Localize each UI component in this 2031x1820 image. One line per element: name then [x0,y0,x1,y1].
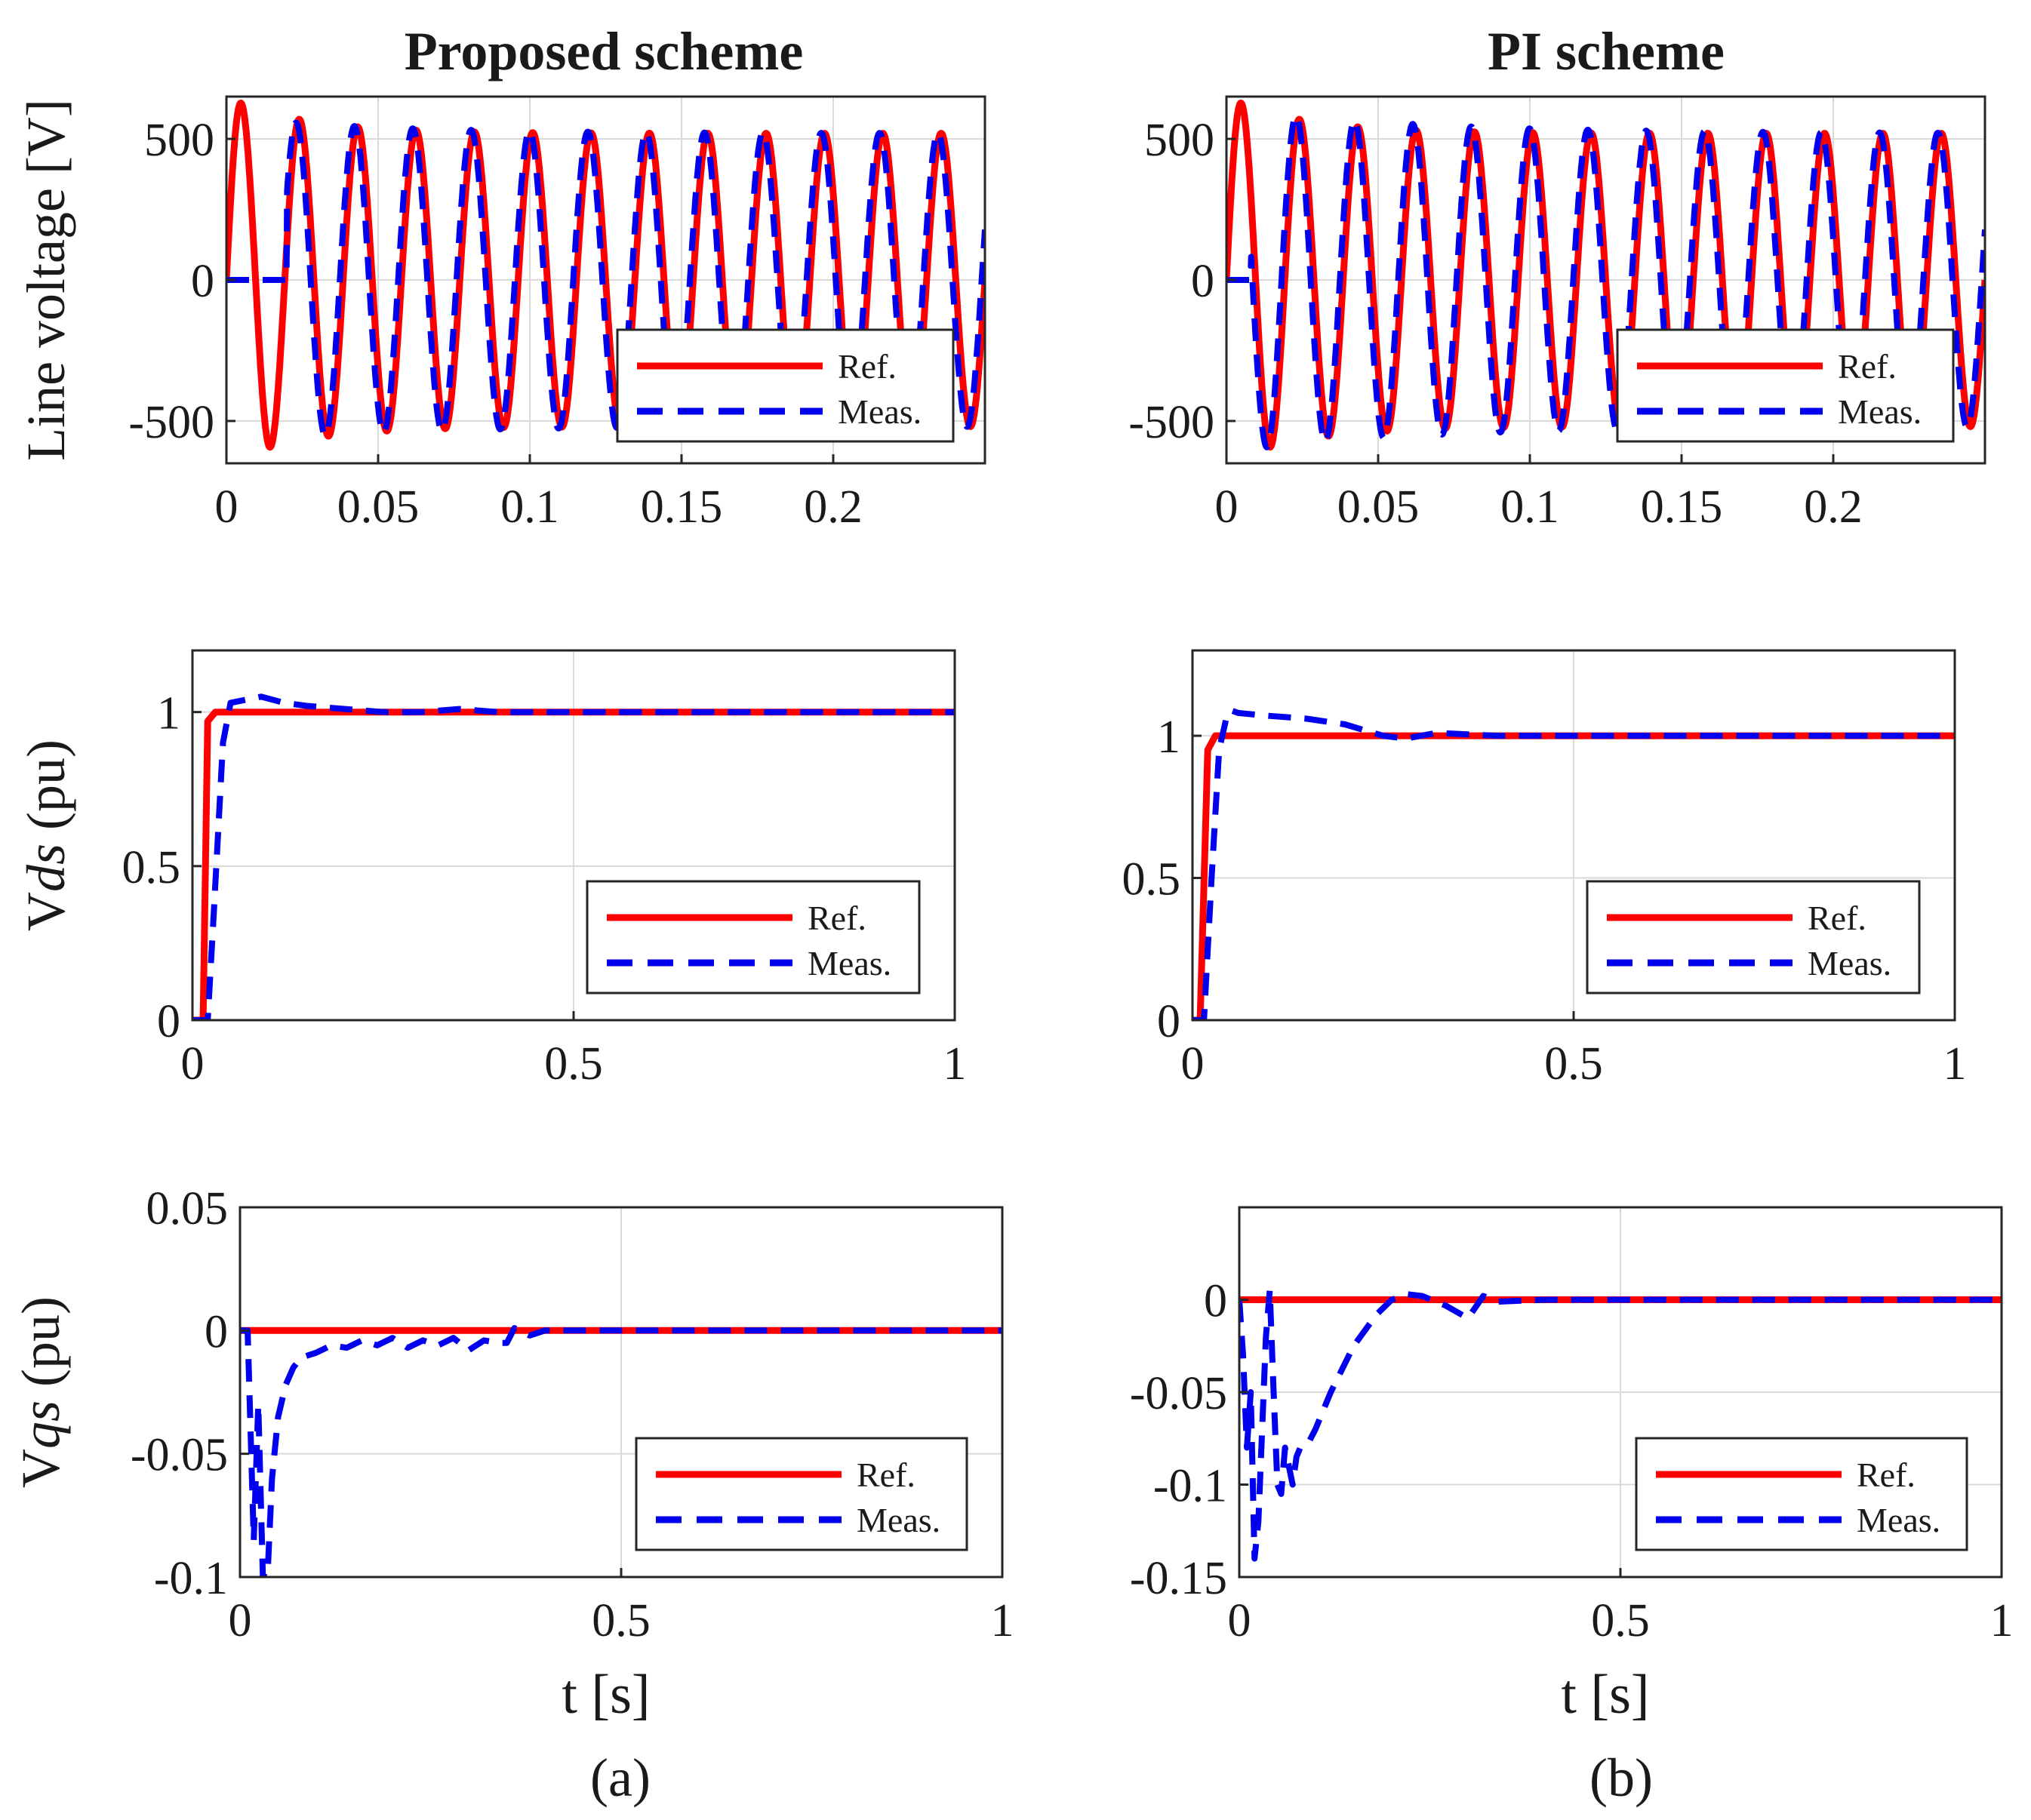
legend-meas-label: Meas. [1838,392,1922,431]
y-tick-label: 0 [205,1306,228,1357]
x-tick-label: 0.15 [641,481,723,533]
y-tick-label: 0 [1204,1276,1227,1327]
y-tick-label: 1 [157,688,180,739]
legend-ref-label: Ref. [857,1456,915,1494]
y-tick-label: 0 [1157,996,1180,1047]
legend: Ref. Meas. [1586,880,1921,995]
legend: Ref. Meas. [1616,328,1955,443]
x-tick-label: 0 [215,481,238,533]
x-tick-label: 0 [1181,1038,1205,1090]
legend-box [635,1437,968,1551]
x-axis-label: t [s] [562,1664,650,1726]
y-tick-label: 0 [157,996,180,1047]
x-tick-label: 0.05 [1337,481,1420,533]
x-tick-label: 0 [1228,1595,1251,1646]
chart-a-vds: 0 0.5 1 0 0.5 1 Vds (pu) Ref. Meas. [16,649,967,1090]
x-tick-label: 0.5 [1544,1038,1603,1090]
legend-meas-label: Meas. [838,392,922,431]
x-tick-label: 0.2 [1804,481,1863,533]
x-tick-label: 0.5 [1591,1595,1650,1646]
y-tick-label: -0.05 [1130,1368,1227,1419]
x-tick-label: 0.5 [592,1595,651,1646]
x-axis-label: t [s] [1561,1664,1649,1726]
meas-series-line [1239,1287,2002,1562]
x-tick-label: 0 [1215,481,1239,533]
legend: Ref. Meas. [616,328,955,443]
y-tick-label: 0.5 [1122,854,1181,905]
meas-series-line [226,119,985,438]
y-axis-label: Vds (pu) [16,739,76,931]
legend: Ref. Meas. [1635,1437,1968,1551]
y-tick-label: 0 [1191,256,1214,307]
x-tick-label: 0.05 [337,481,420,533]
y-axis-label: Line voltage [V] [16,99,76,461]
y-tick-label: 0.05 [146,1183,229,1234]
y-tick-label: 500 [1144,115,1214,166]
column-title-a: Proposed scheme [405,21,804,81]
meas-series-line [240,1325,1002,1577]
legend-box [616,328,955,443]
legend-ref-label: Ref. [1808,899,1866,937]
x-tick-label: 0.2 [804,481,863,533]
x-tick-label: 0.15 [1641,481,1723,533]
x-tick-label: 1 [943,1038,967,1090]
y-tick-label: 0 [191,256,214,307]
y-tick-label: 0.5 [122,842,181,893]
legend: Ref. Meas. [635,1437,968,1551]
legend-ref-label: Ref. [808,899,866,937]
y-tick-label: -0.05 [131,1430,228,1481]
chart-b-vds: 0 0.5 1 0 0.5 1 Ref. Meas. [1122,649,1967,1090]
y-axis-label: Vqs (pu) [11,1296,71,1488]
y-tick-label: -0.15 [1130,1553,1227,1604]
legend-meas-label: Meas. [1857,1501,1940,1539]
legend-box [1616,328,1955,443]
y-tick-label: -500 [128,397,214,448]
legend-meas-label: Meas. [808,944,891,982]
chart-b-vqs: 0 0.5 1 -0.15 -0.1 -0.05 0 t [s] Ref. Meas. [1130,1206,2014,1726]
y-tick-label: 1 [1157,712,1180,763]
meas-series-line [1192,707,1955,1020]
chart-a-vqs: 0 0.5 1 -0.1 -0.05 0 0.05 Vqs (pu) t [s] Ref. Meas… [11,1183,1014,1726]
caption-a: (a) [590,1748,651,1808]
meas-series-line [192,693,955,1020]
y-tick-label: 500 [144,115,214,166]
ref-series-line [192,709,955,1020]
x-tick-label: 0 [229,1595,252,1646]
x-tick-label: 1 [1990,1595,2014,1646]
x-tick-label: 0 [181,1038,205,1090]
legend-ref-label: Ref. [1857,1456,1916,1494]
column-title-b: PI scheme [1488,21,1725,81]
x-tick-label: 0.1 [500,481,559,533]
legend-box [1635,1437,1968,1551]
legend-meas-label: Meas. [857,1501,940,1539]
y-tick-label: -500 [1128,397,1214,448]
x-tick-label: 1 [1943,1038,1967,1090]
x-tick-label: 0.1 [1500,481,1559,533]
caption-b: (b) [1589,1748,1653,1808]
legend-box [1586,880,1921,995]
y-tick-label: -0.1 [154,1553,228,1604]
x-tick-label: 0.5 [544,1038,603,1090]
legend: Ref. Meas. [586,880,921,995]
legend-meas-label: Meas. [1808,944,1891,982]
legend-box [586,880,921,995]
legend-ref-label: Ref. [838,347,897,386]
y-tick-label: -0.1 [1153,1461,1227,1512]
x-tick-label: 1 [991,1595,1014,1646]
legend-ref-label: Ref. [1838,347,1897,386]
